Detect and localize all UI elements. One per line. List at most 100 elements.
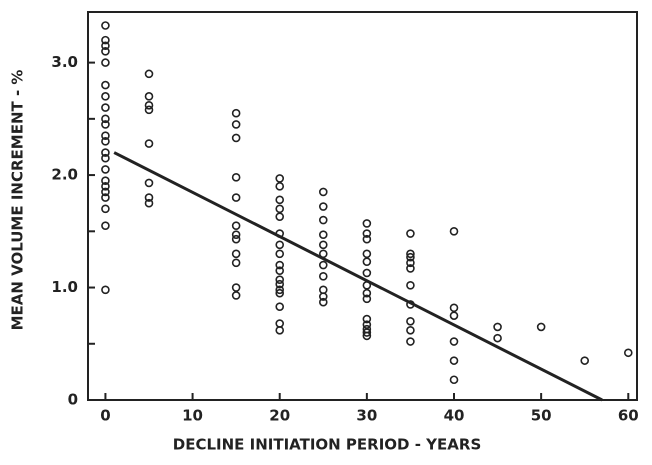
data-point xyxy=(362,314,372,324)
data-point xyxy=(275,260,285,270)
data-point xyxy=(231,283,241,292)
data-point xyxy=(406,337,415,346)
data-point xyxy=(318,187,328,197)
x-tick-label: 50 xyxy=(531,407,552,425)
data-point xyxy=(362,328,372,337)
data-point xyxy=(275,204,285,214)
data-point xyxy=(275,174,285,183)
data-point xyxy=(449,303,459,313)
data-point xyxy=(275,325,285,335)
data-point xyxy=(144,105,154,115)
plot-frame xyxy=(87,11,638,401)
data-point xyxy=(318,260,328,270)
x-tick-label: 60 xyxy=(618,407,639,425)
data-point xyxy=(101,103,110,112)
x-tick-label: 10 xyxy=(182,407,203,425)
data-point xyxy=(406,249,415,259)
data-point xyxy=(318,230,328,239)
x-tick-label: 20 xyxy=(269,407,290,425)
data-point xyxy=(318,271,328,281)
data-point xyxy=(362,331,372,341)
fit-line xyxy=(113,151,603,402)
data-point xyxy=(275,195,285,205)
data-point xyxy=(275,302,285,311)
data-point xyxy=(449,311,459,320)
data-point xyxy=(580,356,590,365)
data-point xyxy=(623,348,633,358)
data-point xyxy=(362,320,372,329)
data-point xyxy=(101,285,110,295)
y-tick-label: 2.0 xyxy=(51,166,78,184)
data-point xyxy=(231,258,241,268)
x-tick-label: 0 xyxy=(100,407,110,425)
data-point xyxy=(493,322,502,332)
data-point xyxy=(318,240,328,250)
data-point xyxy=(101,120,110,129)
data-point xyxy=(449,337,459,346)
data-point xyxy=(144,193,154,202)
data-point xyxy=(231,221,241,230)
y-tick-label: 3.0 xyxy=(51,53,78,71)
data-point xyxy=(406,325,415,335)
data-point xyxy=(275,288,285,298)
data-point xyxy=(101,131,110,141)
data-point xyxy=(101,58,110,67)
data-point xyxy=(231,133,241,143)
data-point xyxy=(406,229,415,238)
data-point xyxy=(362,234,372,244)
y-tick-label: 0 xyxy=(68,391,78,409)
data-point xyxy=(318,297,328,307)
data-point xyxy=(144,92,154,101)
data-point xyxy=(144,178,154,188)
data-point xyxy=(231,249,241,259)
data-point xyxy=(406,258,415,268)
data-point xyxy=(275,249,285,259)
data-point xyxy=(144,69,154,79)
data-point xyxy=(101,153,110,163)
data-point xyxy=(318,292,328,301)
data-point xyxy=(275,240,285,250)
data-point xyxy=(101,41,110,51)
data-point xyxy=(101,80,110,90)
data-point xyxy=(362,257,372,266)
data-point xyxy=(101,148,110,157)
data-point xyxy=(101,114,110,124)
data-point xyxy=(101,193,110,202)
data-point xyxy=(493,333,502,343)
data-point xyxy=(101,221,110,230)
data-point xyxy=(101,176,110,185)
data-point xyxy=(449,356,459,365)
data-point xyxy=(318,215,328,225)
data-point xyxy=(362,249,372,259)
data-point xyxy=(406,316,415,326)
x-axis-label: DECLINE INITIATION PERIOD - YEARS xyxy=(173,436,482,454)
data-point xyxy=(101,187,110,197)
data-point xyxy=(406,280,415,290)
data-point xyxy=(406,252,415,262)
data-point xyxy=(275,182,285,191)
data-point xyxy=(231,108,241,118)
data-point xyxy=(449,227,459,236)
data-point xyxy=(362,219,372,228)
data-point xyxy=(231,120,241,129)
x-tick-label: 40 xyxy=(444,407,465,425)
data-point xyxy=(101,35,110,45)
data-point xyxy=(275,285,285,295)
data-point xyxy=(144,198,154,208)
data-point xyxy=(101,21,110,30)
data-point xyxy=(362,268,372,278)
data-point xyxy=(231,291,241,300)
data-point xyxy=(144,101,154,110)
data-point xyxy=(231,230,241,239)
data-point xyxy=(275,275,285,284)
data-point xyxy=(275,279,285,289)
y-tick-label: 1.0 xyxy=(51,278,78,296)
data-point xyxy=(144,139,154,148)
data-point xyxy=(362,294,372,304)
data-point xyxy=(449,375,459,385)
data-point xyxy=(101,47,110,56)
data-point xyxy=(231,193,241,202)
data-point xyxy=(362,288,372,298)
data-point xyxy=(406,264,415,273)
